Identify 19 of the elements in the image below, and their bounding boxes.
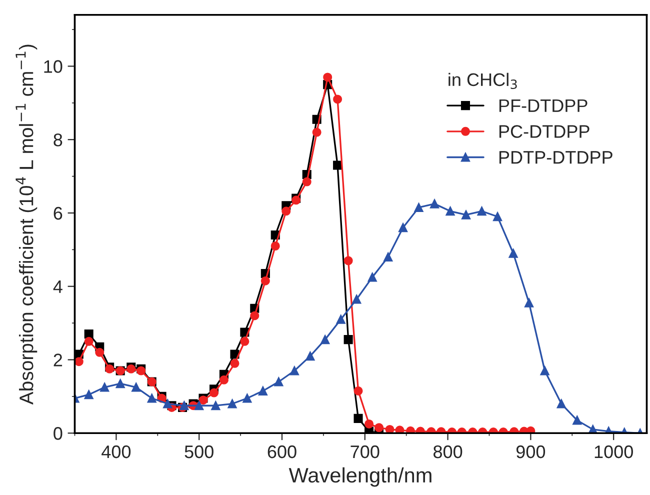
y-tick-label: 0	[54, 427, 62, 440]
x-tick-label: 600	[268, 445, 296, 458]
legend-label: PC-DTDPP	[499, 125, 590, 138]
x-tick-label: 700	[350, 445, 380, 458]
y-tick-label: 6	[54, 206, 62, 220]
x-tick-label: 800	[434, 445, 462, 458]
x-axis-title: Wavelength/nm	[288, 467, 432, 487]
x-tick-label: 900	[516, 445, 546, 458]
legend-title: in CHCl$_{3}$	[448, 72, 517, 90]
legend-label: PDTP-DTDPP	[499, 151, 612, 164]
y-tick-label: 4	[53, 280, 62, 293]
y-axis-title: Absorption coefficient (10$^{4}$ L mol$^{−1}$ cm$^{−1}$)	[16, 44, 38, 405]
y-tick-label: 8	[54, 134, 62, 146]
x-tick-label: 1000	[594, 445, 633, 458]
x-tick-label: 400	[102, 445, 131, 458]
x-tick-label: 500	[184, 445, 214, 458]
legend-label: PF-DTDPP	[499, 99, 588, 112]
y-tick-label: 2	[54, 354, 62, 366]
y-tick-label: 10	[44, 60, 62, 73]
